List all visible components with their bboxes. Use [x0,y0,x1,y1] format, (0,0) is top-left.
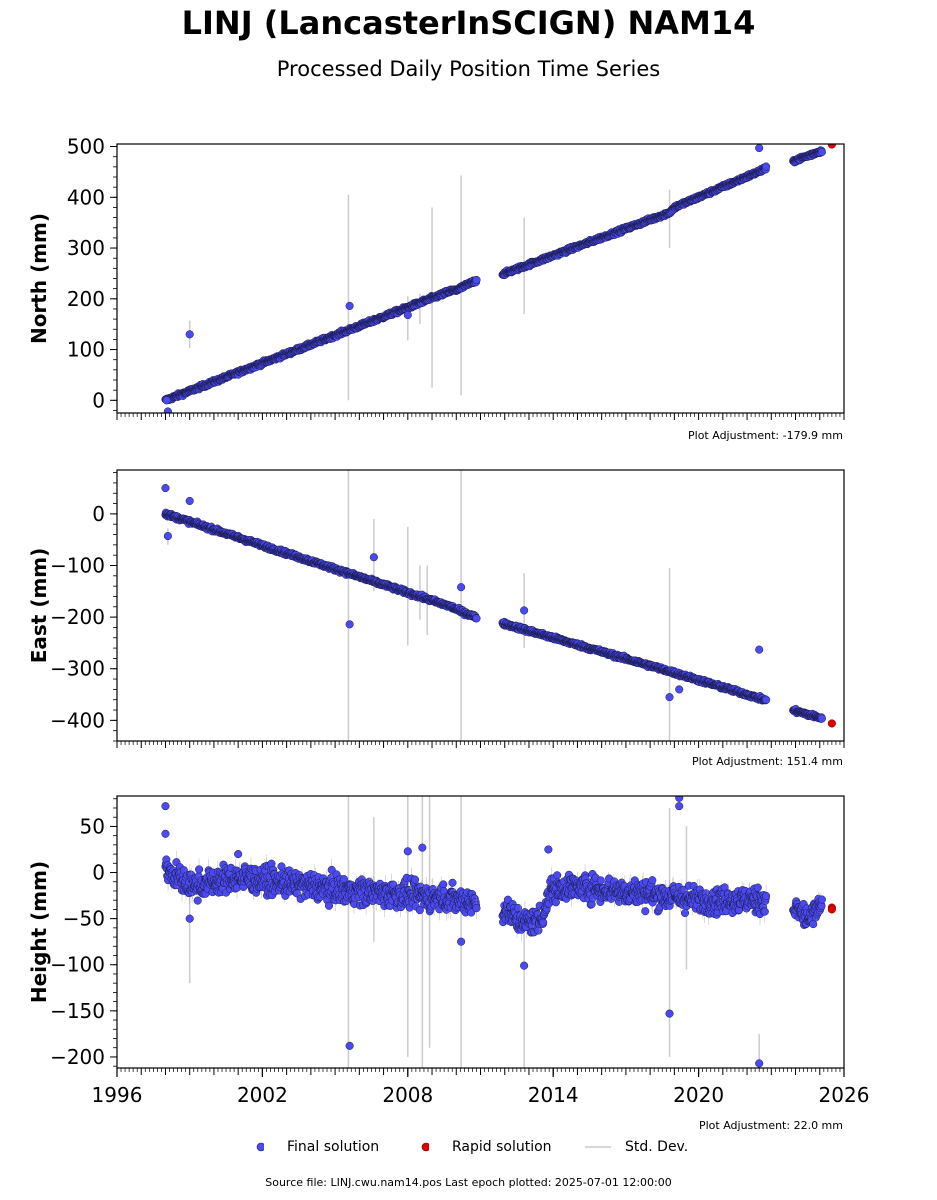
final-outlier-point [755,1059,764,1068]
final-outlier-point [675,796,684,802]
plot-area [161,470,836,741]
final-point [551,898,560,907]
axes-frame [116,469,845,742]
y-tick-label: 0 [92,502,105,526]
y-axis-label: East (mm) [27,548,51,664]
final-point [195,865,204,874]
final-outlier-point [185,496,194,506]
final-point [553,871,562,880]
final-point [439,880,448,889]
final-outlier-point [234,850,243,859]
y-tick-label: −300 [50,657,105,681]
panel-north: 0 100 200 300 400 500 North (mm) Plot Adjustmen… [27,135,845,442]
rapid-point [827,719,836,728]
y-tick-label: 0 [92,388,105,412]
final-solution-series [161,508,826,723]
panel-east: 0 −100 −200 −300 −400 East (mm) Plot Adjustmen… [27,469,845,768]
y-tick-label: 500 [67,135,105,159]
final-outlier-point [161,829,170,838]
chart-subtitle: Processed Daily Position Time Series [276,57,661,81]
y-tick-label: −200 [50,1045,105,1069]
final-outlier-point [665,1009,674,1018]
final-point [277,862,286,871]
final-point [817,895,826,904]
y-tick-label: −50 [63,907,105,931]
final-solution-series [161,851,826,941]
final-outlier-point [675,685,684,694]
chart-title: LINJ (LancasterInSCIGN) NAM14 [181,4,756,42]
final-outlier-point [403,847,412,856]
final-point [596,876,605,885]
final-outlier-point [162,396,171,405]
final-outlier-point [185,914,194,923]
final-outlier-point [544,845,553,854]
final-point [467,908,476,917]
y-tick-label: −200 [50,605,105,629]
y-tick-label: −100 [50,953,105,977]
plot-area [161,796,836,1068]
final-outlier-point [665,693,674,702]
final-point [760,907,769,916]
y-tick-label: 400 [67,185,105,209]
final-outlier-point [418,843,427,852]
final-outlier-point [457,937,466,946]
final-outlier-point [369,553,378,562]
y-tick-label: −400 [50,708,105,732]
plot-adjustment: Plot Adjustment: -179.9 mm [688,429,843,442]
final-point [680,908,690,918]
final-outlier-point [675,802,684,811]
final-point [193,896,202,905]
y-tick-label: −150 [50,999,105,1023]
final-point [534,926,543,935]
final-point [472,904,481,913]
final-outlier-point [345,301,354,310]
y-tick-label: −100 [50,553,105,577]
final-point [472,614,481,623]
final-point [410,875,420,884]
plot-area [161,144,836,413]
y-axis-label: North (mm) [27,213,51,344]
final-outlier-point [163,407,172,413]
final-outlier-point [403,310,412,320]
final-outlier-point [755,144,764,153]
final-outlier-point [520,961,529,970]
y-tick-label: 0 [92,861,105,885]
final-point [513,903,522,913]
final-point [324,901,334,910]
final-point [762,891,771,900]
final-point [753,883,762,892]
final-outlier-point [520,606,529,615]
y-tick-label: 100 [67,338,105,362]
final-point [415,906,424,915]
final-outlier-point [163,532,172,541]
y-tick-label: 50 [80,814,105,838]
final-point [641,907,650,916]
axes-frame [116,795,845,1069]
final-point [539,918,548,927]
final-point [817,714,826,723]
final-outlier-point [345,1041,354,1050]
final-outlier-point [161,484,170,493]
y-tick-label: 300 [67,236,105,260]
final-point [472,275,481,284]
final-solution-series [161,146,826,405]
final-outlier-point [755,645,764,654]
final-point [762,695,771,704]
final-point [648,876,657,885]
rapid-point [827,905,836,914]
y-tick-label: 200 [67,287,105,311]
plot-adjustment: Plot Adjustment: 151.4 mm [692,755,843,768]
final-point [448,878,457,887]
final-outlier-point [161,802,170,811]
final-outlier-point [457,583,466,592]
final-point [817,148,826,157]
final-outlier-point [345,620,354,629]
final-outlier-point [185,330,194,339]
final-point [762,162,771,171]
